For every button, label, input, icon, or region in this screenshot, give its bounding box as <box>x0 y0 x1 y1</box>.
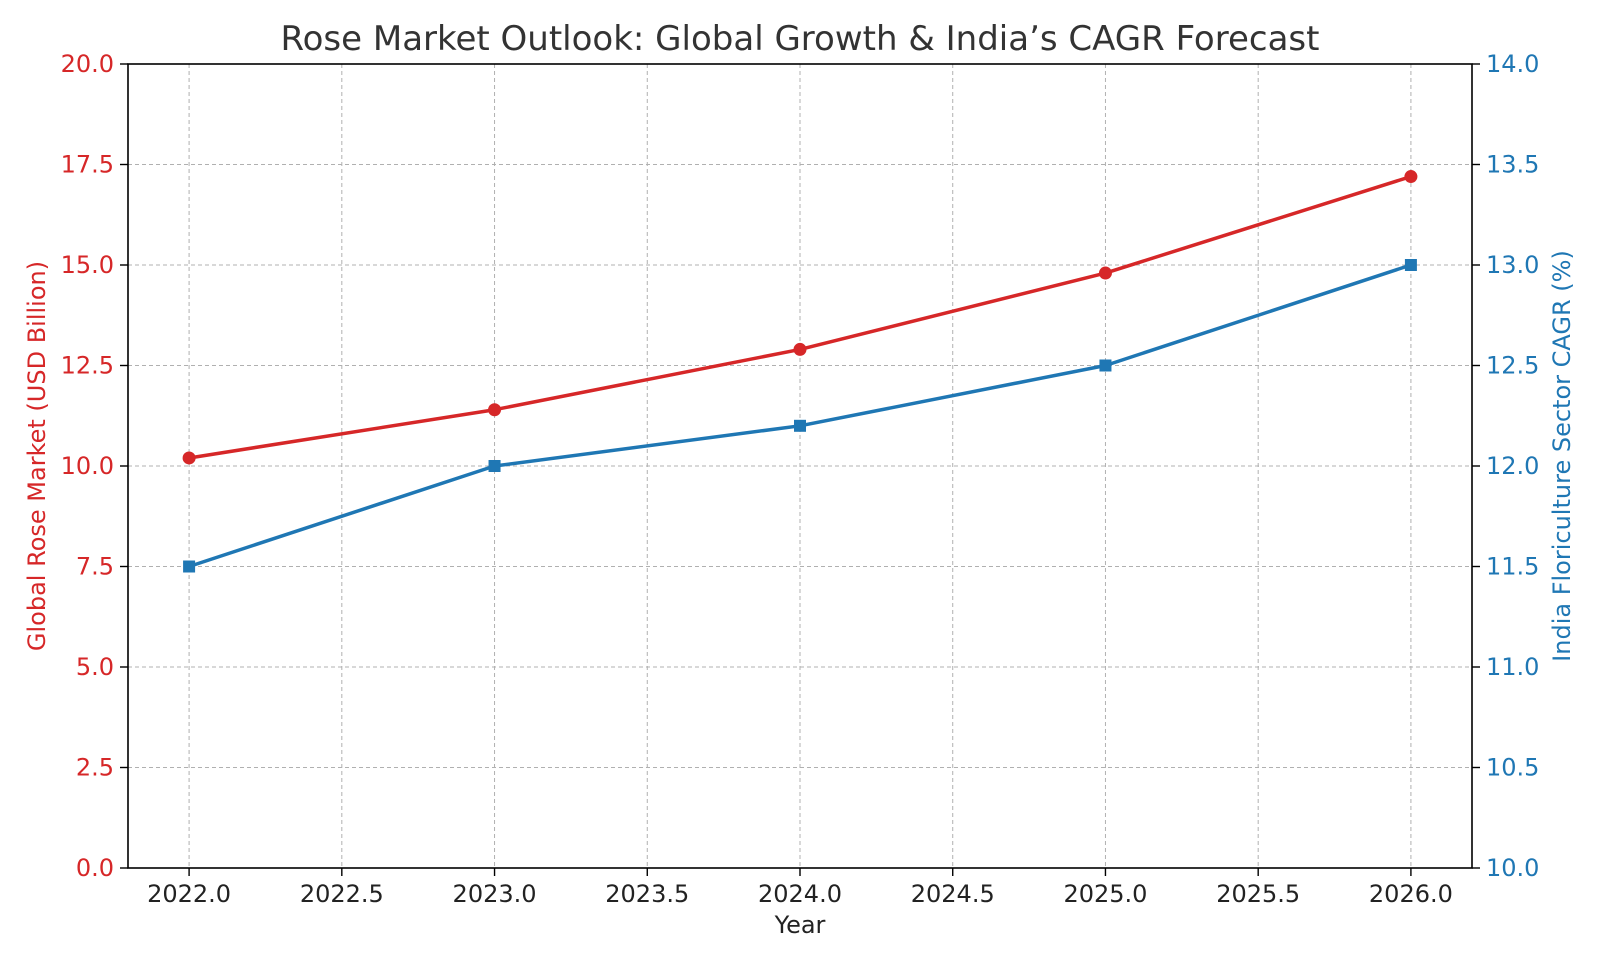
right-tick-label: 11.0 <box>1486 653 1539 681</box>
data-point-circle <box>182 451 196 465</box>
data-point-square <box>1404 259 1417 271</box>
data-point-square <box>794 419 806 432</box>
left-tick-label: 20.0 <box>61 50 114 78</box>
left-tick-label: 7.5 <box>76 553 114 581</box>
right-tick-label: 13.0 <box>1486 251 1539 279</box>
x-tick-label: 2022.5 <box>300 880 384 908</box>
x-tick-label: 2026.0 <box>1369 880 1453 908</box>
plot-frame <box>127 63 1473 869</box>
series-layer <box>182 170 1418 573</box>
x-tick-label: 2024.5 <box>911 880 995 908</box>
right-tick-label: 10.0 <box>1486 854 1539 882</box>
grid-layer <box>128 63 1472 869</box>
data-point-square <box>488 460 501 472</box>
chart-title: Rose Market Outlook: Global Growth & Ind… <box>281 19 1320 59</box>
left-tick-label: 5.0 <box>76 653 114 681</box>
left-tick-label: 0.0 <box>76 854 114 882</box>
x-tick-label: 2025.0 <box>1063 880 1147 908</box>
right-tick-label: 13.5 <box>1486 151 1539 179</box>
data-point-circle <box>793 342 807 356</box>
left-tick-label: 12.5 <box>61 352 114 380</box>
left-tick-label: 17.5 <box>61 151 114 179</box>
data-point-square <box>183 560 196 573</box>
x-tick-label: 2023.5 <box>605 880 689 908</box>
right-tick-label: 12.5 <box>1486 352 1539 380</box>
axes-layer: 2022.0 2022.5 2023.0 2023.5 2024.0 2024.5 2025… <box>61 50 1540 908</box>
x-tick-label: 2023.0 <box>453 880 537 908</box>
x-tick-label: 2022.0 <box>147 880 231 908</box>
right-tick-label: 11.5 <box>1486 553 1539 581</box>
right-tick-label: 14.0 <box>1486 50 1539 78</box>
left-tick-label: 2.5 <box>76 754 114 782</box>
right-axis-label: India Floriculture Sector CAGR (%) <box>1548 250 1576 662</box>
right-tick-label: 12.0 <box>1486 452 1539 480</box>
data-point-circle <box>1098 266 1112 280</box>
left-tick-label: 15.0 <box>61 251 114 279</box>
x-tick-label: 2025.5 <box>1216 880 1300 908</box>
left-axis-label: Global Rose Market (USD Billion) <box>23 261 51 651</box>
data-point-circle <box>488 403 502 417</box>
right-tick-label: 10.5 <box>1486 754 1539 782</box>
data-point-square <box>1099 359 1112 372</box>
x-tick-label: 2024.0 <box>758 880 842 908</box>
x-axis-label: Year <box>774 911 826 939</box>
left-tick-label: 10.0 <box>61 452 114 480</box>
data-point-circle <box>1404 170 1418 184</box>
